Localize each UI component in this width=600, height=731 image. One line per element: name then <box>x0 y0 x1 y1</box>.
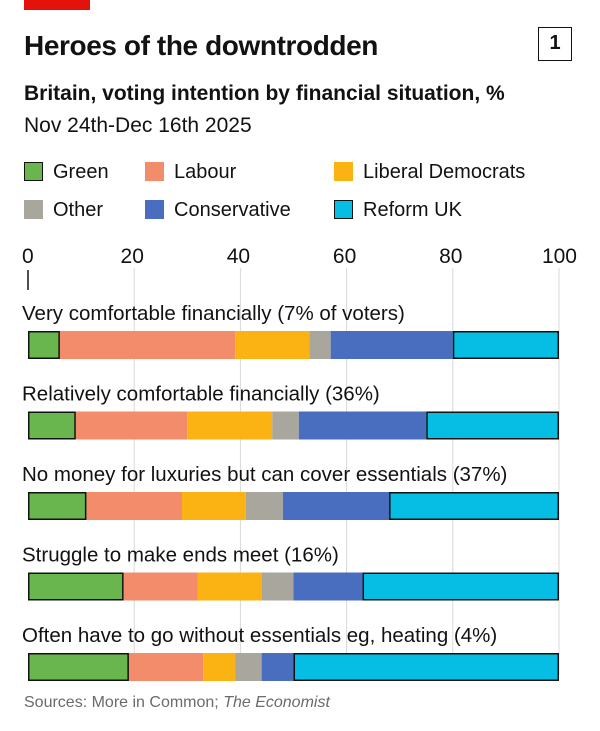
legend-label: Other <box>53 199 104 221</box>
bar-segment-other <box>235 653 262 681</box>
chart-subtitle: Britain, voting intention by financial s… <box>24 82 505 105</box>
bar-segment-other <box>261 572 294 601</box>
category-label: Relatively comfortable financially (36%) <box>22 383 380 406</box>
bar-segment-other <box>245 492 283 520</box>
bar-segment-labour <box>86 492 182 520</box>
bar-segment-conservative <box>330 331 453 359</box>
legend-label: Liberal Democrats <box>363 161 526 183</box>
legend-item-green: Green <box>24 160 109 184</box>
legend-label: Labour <box>174 161 237 183</box>
legend-swatch <box>24 200 43 219</box>
bar-segment-outline <box>28 411 76 440</box>
bar-segment-conservative <box>298 411 427 440</box>
legend-label: Reform UK <box>363 199 462 221</box>
x-tick-label: 20 <box>121 245 144 268</box>
legend-swatch <box>334 162 353 181</box>
bar-segment-reform-uk <box>389 492 559 520</box>
legend-label: Conservative <box>174 199 291 221</box>
legend-swatch <box>145 200 164 219</box>
bar-segment-reform-uk <box>452 331 559 359</box>
bar-segment-green <box>28 492 87 520</box>
sources-text: Sources: More in Common; <box>24 694 224 711</box>
sources-publisher: The Economist <box>223 694 330 711</box>
bar-segment-green <box>28 653 129 681</box>
brand-red-tag <box>24 0 90 10</box>
bar-segment-outline <box>28 331 60 359</box>
bar-segment-green <box>28 331 60 359</box>
bar-segment-other <box>272 411 299 440</box>
bar-segment-liberal-democrats <box>203 653 236 681</box>
x-tick-label: 80 <box>439 245 462 268</box>
bar-segment-liberal-democrats <box>187 411 273 440</box>
bar-segment-green <box>28 411 76 440</box>
legend-label: Green <box>53 161 109 183</box>
legend-swatch <box>334 200 353 219</box>
bar-segment-conservative <box>293 572 363 601</box>
legend-item-other: Other <box>24 198 103 222</box>
legend-item-liberal-democrats: Liberal Democrats <box>334 160 525 184</box>
bar-segment-reform-uk <box>293 653 559 681</box>
category-label: Struggle to make ends meet (16%) <box>22 544 339 567</box>
x-tick-label: 40 <box>227 245 250 268</box>
legend-swatch <box>24 162 43 181</box>
bar-segment-reform-uk <box>426 411 559 440</box>
chart-number-badge: 1 <box>538 27 572 61</box>
bar-segment-outline <box>389 492 559 520</box>
bar-segment-outline <box>28 492 87 520</box>
bar-segment-liberal-democrats <box>197 572 262 601</box>
bar-segment-labour <box>123 572 198 601</box>
bar-segment-outline <box>28 572 124 601</box>
bar-segment-conservative <box>282 492 390 520</box>
legend-swatch <box>145 162 164 181</box>
category-label: No money for luxuries but can cover esse… <box>22 463 507 486</box>
bar-segment-conservative <box>261 653 294 681</box>
x-tick-label: 100 <box>542 245 577 268</box>
category-label: Very comfortable financially (7% of vote… <box>22 302 405 325</box>
bar-segment-outline <box>28 653 129 681</box>
bar-segment-labour <box>75 411 188 440</box>
bar-segment-outline <box>362 572 559 601</box>
sources-footnote: Sources: More in Common; The Economist <box>24 694 330 712</box>
chart-title: Heroes of the downtrodden <box>24 30 379 61</box>
bar-segment-outline <box>426 411 559 440</box>
x-tick-label: 60 <box>333 245 356 268</box>
date-range: Nov 24th-Dec 16th 2025 <box>24 114 252 137</box>
bar-segment-labour <box>128 653 204 681</box>
bar-segment-outline <box>452 331 559 359</box>
category-label: Often have to go without essentials eg, … <box>22 624 497 647</box>
bar-segment-reform-uk <box>362 572 559 601</box>
legend-item-conservative: Conservative <box>145 198 291 222</box>
bar-segment-liberal-democrats <box>181 492 246 520</box>
bar-segment-other <box>309 331 331 359</box>
bar-segment-outline <box>293 653 559 681</box>
legend-item-labour: Labour <box>145 160 236 184</box>
bar-segment-labour <box>59 331 236 359</box>
bar-segment-green <box>28 572 124 601</box>
stacked-bar-chart: 0 20 40 60 80 100 Very comfortable financially… <box>22 245 577 681</box>
legend-item-reform-uk: Reform UK <box>334 198 462 222</box>
x-tick-label: 0 <box>22 245 34 268</box>
bar-segment-liberal-democrats <box>235 331 310 359</box>
